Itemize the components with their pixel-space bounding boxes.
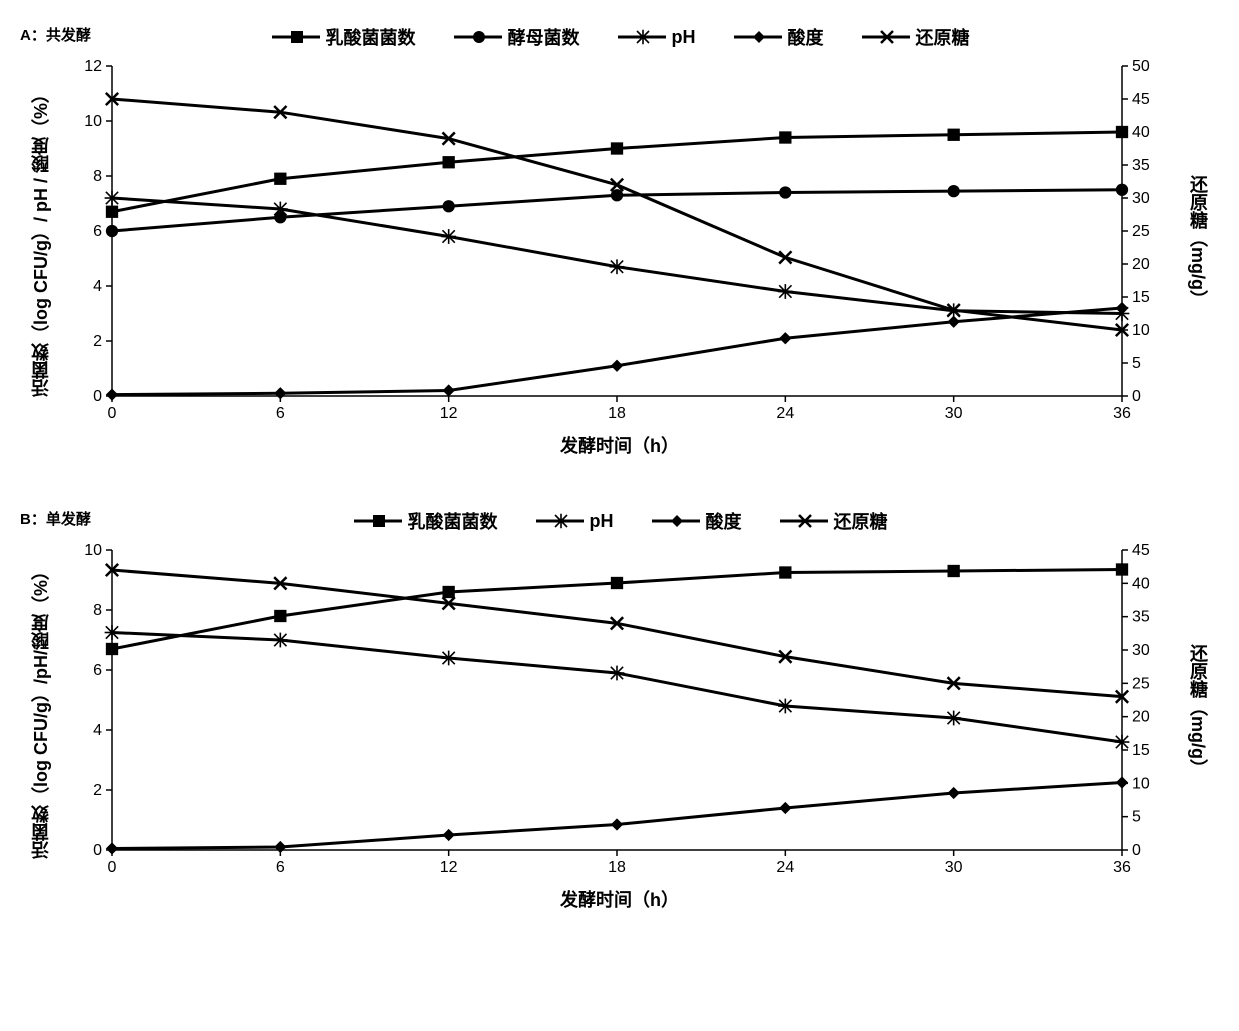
svg-text:10: 10 xyxy=(84,113,102,130)
chart-b-svg: 0246810051015202530354045061218243036 xyxy=(62,538,1172,880)
svg-text:15: 15 xyxy=(1132,742,1150,759)
svg-text:10: 10 xyxy=(84,542,102,559)
legend-item: 还原糖 xyxy=(778,508,888,534)
legend-item: 酵母菌数 xyxy=(452,24,580,50)
chart-a-svg: 0246810120510152025303540455006121824303… xyxy=(62,54,1172,426)
chart-b-y-left-label: 活菌数（log CFU/g）/pH/酸度（%） xyxy=(20,562,62,859)
svg-text:36: 36 xyxy=(1113,859,1131,876)
chart-b-plot-column: 乳酸菌菌数 pH 酸度 还原糖 024681005101520253035404… xyxy=(62,508,1177,912)
svg-text:30: 30 xyxy=(1132,190,1150,207)
svg-text:40: 40 xyxy=(1132,124,1150,141)
svg-text:8: 8 xyxy=(93,168,102,185)
chart-b-y-right-label: 还原糖（mg/g） xyxy=(1177,644,1219,777)
svg-text:20: 20 xyxy=(1132,256,1150,273)
chart-b-block: B：单发酵 活菌数（log CFU/g）/pH/酸度（%） 乳酸菌菌数 pH 酸… xyxy=(20,508,1219,912)
legend-text: 酵母菌数 xyxy=(508,24,580,50)
svg-text:10: 10 xyxy=(1132,775,1150,792)
legend-swatch-icon xyxy=(534,512,584,530)
svg-text:30: 30 xyxy=(1132,642,1150,659)
svg-text:2: 2 xyxy=(93,782,102,799)
svg-text:35: 35 xyxy=(1132,157,1150,174)
svg-text:30: 30 xyxy=(945,405,963,422)
svg-text:6: 6 xyxy=(93,223,102,240)
legend-item: 酸度 xyxy=(732,24,824,50)
chart-a-block: A：共发酵 活菌数（log CFU/g）/ pH / 酸度（%） 乳酸菌菌数 酵… xyxy=(20,24,1219,458)
legend-item: pH xyxy=(616,24,696,50)
svg-text:45: 45 xyxy=(1132,542,1150,559)
svg-text:30: 30 xyxy=(945,859,963,876)
chart-b-x-label: 发酵时间（h） xyxy=(62,886,1177,912)
legend-text: pH xyxy=(672,27,696,48)
chart-a-plot-column: 乳酸菌菌数 酵母菌数 pH 酸度 还原糖 0246810120510152025… xyxy=(62,24,1177,458)
legend-swatch-icon xyxy=(860,28,910,46)
chart-b-legend: 乳酸菌菌数 pH 酸度 还原糖 xyxy=(62,508,1177,534)
svg-text:12: 12 xyxy=(440,859,458,876)
legend-item: 还原糖 xyxy=(860,24,970,50)
svg-text:8: 8 xyxy=(93,602,102,619)
svg-text:18: 18 xyxy=(608,859,626,876)
svg-text:45: 45 xyxy=(1132,91,1150,108)
svg-text:36: 36 xyxy=(1113,405,1131,422)
svg-text:2: 2 xyxy=(93,333,102,350)
svg-text:0: 0 xyxy=(93,388,102,405)
svg-text:50: 50 xyxy=(1132,58,1150,75)
legend-item: 乳酸菌菌数 xyxy=(270,24,416,50)
legend-text: 还原糖 xyxy=(834,508,888,534)
legend-swatch-icon xyxy=(270,28,320,46)
svg-text:5: 5 xyxy=(1132,809,1141,826)
svg-text:6: 6 xyxy=(93,662,102,679)
legend-text: 乳酸菌菌数 xyxy=(326,24,416,50)
legend-item: 乳酸菌菌数 xyxy=(352,508,498,534)
svg-text:20: 20 xyxy=(1132,709,1150,726)
svg-text:4: 4 xyxy=(93,278,102,295)
legend-item: pH xyxy=(534,508,614,534)
svg-text:0: 0 xyxy=(93,842,102,859)
svg-text:24: 24 xyxy=(776,859,794,876)
svg-text:4: 4 xyxy=(93,722,102,739)
legend-item: 酸度 xyxy=(650,508,742,534)
svg-text:15: 15 xyxy=(1132,289,1150,306)
chart-a-legend: 乳酸菌菌数 酵母菌数 pH 酸度 还原糖 xyxy=(62,24,1177,50)
chart-a-y-right-label: 还原糖（mg/g） xyxy=(1177,175,1219,308)
svg-text:6: 6 xyxy=(276,859,285,876)
svg-text:18: 18 xyxy=(608,405,626,422)
legend-swatch-icon xyxy=(650,512,700,530)
legend-swatch-icon xyxy=(452,28,502,46)
svg-text:0: 0 xyxy=(108,405,117,422)
legend-swatch-icon xyxy=(616,28,666,46)
legend-text: 还原糖 xyxy=(916,24,970,50)
svg-text:0: 0 xyxy=(1132,388,1141,405)
chart-b-panel-label: B：单发酵 xyxy=(20,508,91,529)
svg-text:35: 35 xyxy=(1132,609,1150,626)
svg-text:10: 10 xyxy=(1132,322,1150,339)
svg-text:25: 25 xyxy=(1132,675,1150,692)
chart-a-layout: 活菌数（log CFU/g）/ pH / 酸度（%） 乳酸菌菌数 酵母菌数 pH… xyxy=(20,24,1219,458)
legend-swatch-icon xyxy=(732,28,782,46)
legend-text: pH xyxy=(590,511,614,532)
legend-text: 酸度 xyxy=(706,508,742,534)
chart-a-panel-label: A：共发酵 xyxy=(20,24,91,45)
legend-text: 乳酸菌菌数 xyxy=(408,508,498,534)
svg-text:0: 0 xyxy=(108,859,117,876)
legend-swatch-icon xyxy=(352,512,402,530)
svg-text:12: 12 xyxy=(84,58,102,75)
chart-b-layout: 活菌数（log CFU/g）/pH/酸度（%） 乳酸菌菌数 pH 酸度 还原糖 … xyxy=(20,508,1219,912)
svg-text:0: 0 xyxy=(1132,842,1141,859)
svg-text:24: 24 xyxy=(776,405,794,422)
svg-text:25: 25 xyxy=(1132,223,1150,240)
legend-text: 酸度 xyxy=(788,24,824,50)
chart-a-x-label: 发酵时间（h） xyxy=(62,432,1177,458)
svg-text:5: 5 xyxy=(1132,355,1141,372)
svg-text:40: 40 xyxy=(1132,575,1150,592)
legend-swatch-icon xyxy=(778,512,828,530)
svg-text:6: 6 xyxy=(276,405,285,422)
chart-a-y-left-label: 活菌数（log CFU/g）/ pH / 酸度（%） xyxy=(20,85,62,397)
svg-text:12: 12 xyxy=(440,405,458,422)
